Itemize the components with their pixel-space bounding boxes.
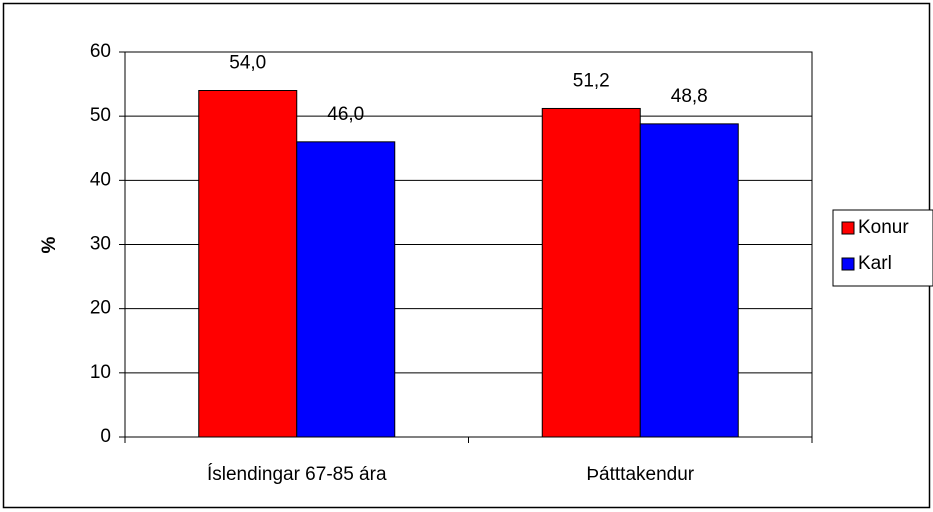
x-tick-label: Þátttakendur <box>586 464 694 485</box>
y-tick-label: 10 <box>90 362 111 383</box>
value-label: 46,0 <box>327 104 364 125</box>
x-tick-label: Íslendingar 67-85 ára <box>207 464 387 485</box>
value-label: 48,8 <box>671 86 708 107</box>
y-tick-label: 0 <box>100 426 111 447</box>
legend-swatch <box>841 221 855 235</box>
bar <box>639 123 739 438</box>
y-tick-label: 60 <box>90 41 111 62</box>
legend-swatch <box>841 257 855 271</box>
y-tick-label: 50 <box>90 105 111 126</box>
y-tick-label: 40 <box>90 169 111 190</box>
bar <box>541 107 641 438</box>
y-tick-label: 20 <box>90 298 111 319</box>
bar <box>198 90 298 438</box>
y-axis-label: % <box>39 236 60 253</box>
value-label: 54,0 <box>229 53 266 74</box>
legend-label: Konur <box>858 217 909 238</box>
bar <box>296 141 396 438</box>
value-label: 51,2 <box>573 70 610 91</box>
y-tick-label: 30 <box>90 234 111 255</box>
legend-label: Karl <box>858 253 892 274</box>
